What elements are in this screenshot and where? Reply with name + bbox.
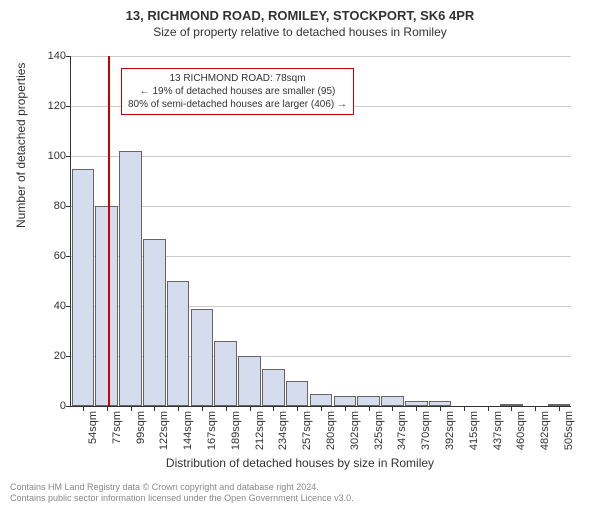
xtick-label: 77sqm: [111, 411, 123, 444]
chart: 02040608010012014054sqm77sqm99sqm122sqm1…: [70, 56, 570, 406]
xtick-label: 460sqm: [515, 411, 527, 450]
xtick-mark: [226, 406, 227, 411]
xtick-label: 415sqm: [468, 411, 480, 450]
bar: [119, 151, 142, 406]
xtick-mark: [202, 406, 203, 411]
grid-line: [71, 56, 571, 57]
xtick-mark: [154, 406, 155, 411]
bar: [357, 396, 380, 406]
xtick-mark: [321, 406, 322, 411]
ytick-mark: [66, 406, 71, 407]
xtick-label: 189sqm: [230, 411, 242, 450]
bar: [286, 381, 309, 406]
bar: [143, 239, 166, 407]
ytick-mark: [66, 106, 71, 107]
ytick-mark: [66, 156, 71, 157]
xtick-label: 144sqm: [182, 411, 194, 450]
xtick-label: 167sqm: [206, 411, 218, 450]
bar: [238, 356, 261, 406]
xtick-label: 280sqm: [325, 411, 337, 450]
xtick-label: 347sqm: [396, 411, 408, 450]
xtick-label: 99sqm: [135, 411, 147, 444]
xtick-label: 212sqm: [254, 411, 266, 450]
xtick-mark: [250, 406, 251, 411]
plot-area: 02040608010012014054sqm77sqm99sqm122sqm1…: [70, 56, 571, 407]
xtick-mark: [392, 406, 393, 411]
footer-attribution: Contains HM Land Registry data © Crown c…: [10, 482, 354, 504]
xtick-label: 54sqm: [87, 411, 99, 444]
ytick-mark: [66, 56, 71, 57]
xtick-mark: [83, 406, 84, 411]
xtick-label: 505sqm: [563, 411, 575, 450]
page-title-2: Size of property relative to detached ho…: [0, 25, 600, 39]
xtick-mark: [345, 406, 346, 411]
marker-line: [108, 56, 110, 406]
xtick-mark: [107, 406, 108, 411]
bar: [334, 396, 357, 406]
bar: [191, 309, 214, 407]
ytick-label: 80: [36, 200, 66, 212]
xtick-label: 370sqm: [420, 411, 432, 450]
xtick-mark: [488, 406, 489, 411]
footer-line-2: Contains public sector information licen…: [10, 493, 354, 504]
bar: [167, 281, 190, 406]
ytick-mark: [66, 256, 71, 257]
ytick-label: 0: [36, 400, 66, 412]
xtick-label: 302sqm: [349, 411, 361, 450]
bar: [310, 394, 333, 407]
xtick-mark: [559, 406, 560, 411]
xtick-mark: [178, 406, 179, 411]
ytick-mark: [66, 356, 71, 357]
bar: [214, 341, 237, 406]
xtick-mark: [464, 406, 465, 411]
xtick-mark: [297, 406, 298, 411]
ytick-label: 140: [36, 50, 66, 62]
x-axis-label: Distribution of detached houses by size …: [0, 456, 600, 470]
xtick-mark: [416, 406, 417, 411]
annotation-box: 13 RICHMOND ROAD: 78sqm← 19% of detached…: [121, 68, 354, 115]
page-title-1: 13, RICHMOND ROAD, ROMILEY, STOCKPORT, S…: [0, 8, 600, 23]
xtick-mark: [273, 406, 274, 411]
ytick-label: 120: [36, 100, 66, 112]
xtick-label: 257sqm: [301, 411, 313, 450]
ytick-mark: [66, 306, 71, 307]
annotation-line: ← 19% of detached houses are smaller (95…: [128, 85, 347, 98]
bar: [381, 396, 404, 406]
bar: [72, 169, 95, 407]
bar: [262, 369, 285, 407]
grid-line: [71, 156, 571, 157]
ytick-label: 100: [36, 150, 66, 162]
ytick-label: 40: [36, 300, 66, 312]
xtick-mark: [131, 406, 132, 411]
y-axis-label: Number of detached properties: [14, 63, 28, 228]
xtick-label: 234sqm: [277, 411, 289, 450]
ytick-label: 20: [36, 350, 66, 362]
xtick-mark: [369, 406, 370, 411]
ytick-label: 60: [36, 250, 66, 262]
xtick-label: 437sqm: [492, 411, 504, 450]
xtick-label: 482sqm: [539, 411, 551, 450]
xtick-label: 392sqm: [444, 411, 456, 450]
ytick-mark: [66, 206, 71, 207]
footer-line-1: Contains HM Land Registry data © Crown c…: [10, 482, 354, 493]
xtick-label: 122sqm: [158, 411, 170, 450]
xtick-mark: [511, 406, 512, 411]
xtick-mark: [440, 406, 441, 411]
xtick-label: 325sqm: [373, 411, 385, 450]
annotation-line: 13 RICHMOND ROAD: 78sqm: [128, 72, 347, 85]
xtick-mark: [535, 406, 536, 411]
annotation-line: 80% of semi-detached houses are larger (…: [128, 98, 347, 111]
grid-line: [71, 206, 571, 207]
